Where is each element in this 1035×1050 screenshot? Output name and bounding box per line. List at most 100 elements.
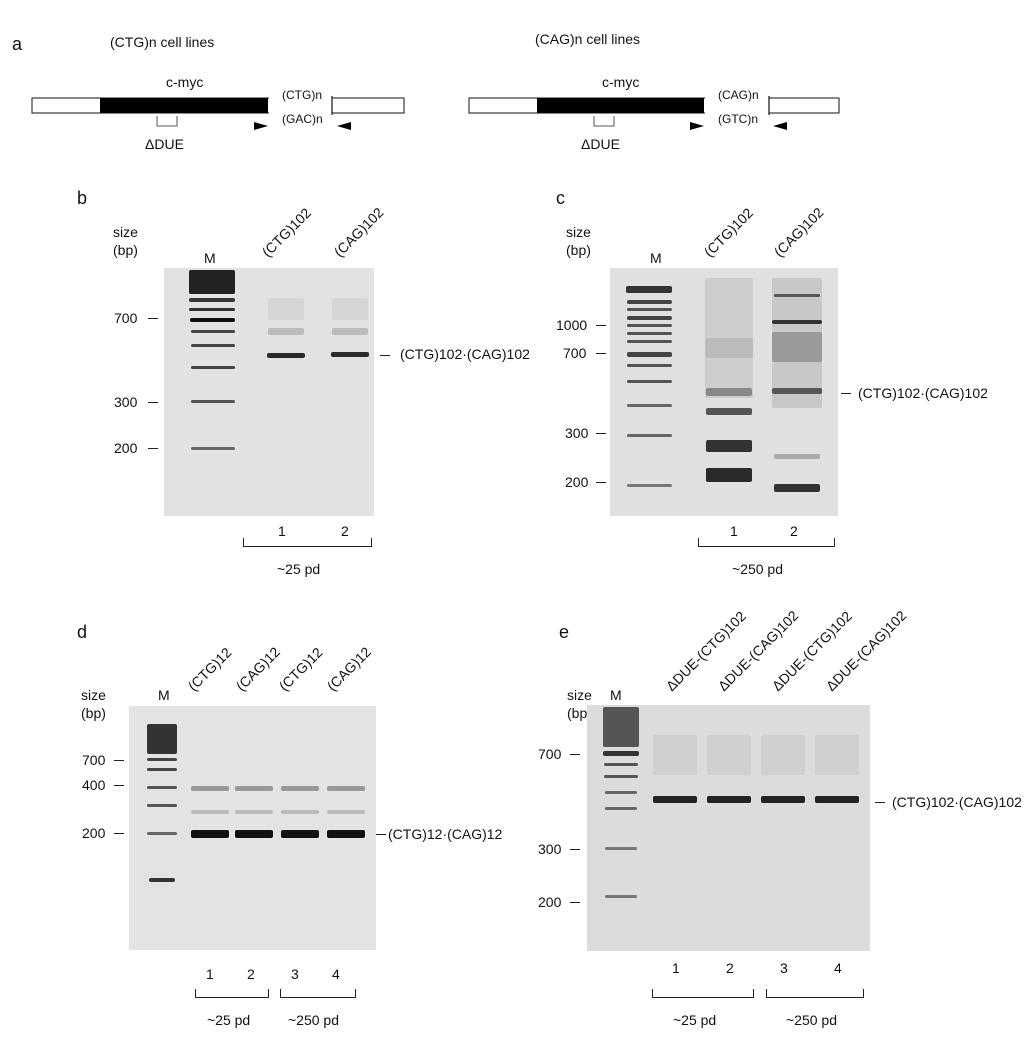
product-label: (CTG)102·(CAG)102 [892, 794, 1022, 810]
panel-b-letter: b [77, 188, 88, 208]
y-tick-label: 700 [82, 752, 106, 768]
bp-label: (bp) [566, 242, 591, 258]
panel-e-letter: e [559, 622, 570, 642]
lane-label: (CTG)12 [184, 644, 235, 694]
y-tick-mark [570, 902, 580, 903]
y-tick-mark [596, 353, 606, 354]
lane-number: 2 [341, 523, 349, 539]
y-tick-label: 200 [114, 440, 138, 456]
right-construct [468, 96, 840, 130]
lane-label: (CTG)102 [700, 204, 757, 260]
gel-image [129, 706, 376, 950]
group-bracket [280, 989, 356, 998]
product-tick [380, 355, 390, 356]
group-label: ~250 pd [786, 1012, 837, 1028]
forward-primer-arrow [254, 122, 268, 130]
y-tick-mark [148, 318, 158, 319]
group-label: ~25 pd [277, 561, 321, 577]
y-tick-label: 200 [82, 825, 106, 841]
group-bracket [698, 538, 835, 547]
marker-label: M [204, 250, 216, 266]
lane-label: (CAG)12 [232, 643, 284, 694]
product-tick [376, 834, 386, 835]
lane-label: (CTG)12 [275, 644, 326, 694]
group-label: ~25 pd [673, 1012, 717, 1028]
product-label: (CTG)102·(CAG)102 [400, 346, 530, 362]
lane-number: 4 [332, 966, 340, 982]
left-due-label: ΔDUE [145, 136, 184, 152]
lane-number: 2 [726, 960, 734, 976]
lane-number: 1 [730, 523, 738, 539]
lane-number: 2 [790, 523, 798, 539]
y-tick-mark [114, 760, 124, 761]
right-top-repeat: (CAG)n [718, 88, 759, 102]
lane-label: (CTG)102 [258, 204, 315, 260]
product-label: (CTG)12·(CAG)12 [388, 826, 503, 842]
left-gene-label: c-myc [166, 74, 204, 90]
reverse-primer-arrow [773, 122, 787, 130]
gel-image [587, 705, 870, 951]
y-tick-mark [114, 833, 124, 834]
bp-label: (bp) [81, 705, 106, 721]
panel-c-letter: c [556, 188, 565, 208]
y-tick-mark [596, 482, 606, 483]
group-label: ~250 pd [732, 561, 783, 577]
panel-d-letter: d [77, 622, 88, 642]
lane-number: 2 [247, 966, 255, 982]
group-label: ~25 pd [207, 1012, 251, 1028]
lane-number: 3 [291, 966, 299, 982]
y-tick-label: 400 [82, 777, 106, 793]
marker-label: M [650, 250, 662, 266]
panel-a-right-title: (CAG)n cell lines [535, 31, 641, 47]
left-bottom-repeat: (GAC)n [282, 112, 323, 126]
y-tick-label: 700 [538, 746, 562, 762]
y-tick-mark [570, 754, 580, 755]
y-tick-mark [148, 448, 158, 449]
group-label: ~250 pd [288, 1012, 339, 1028]
panel-a-left-title: (CTG)n cell lines [110, 34, 215, 50]
panel-a-letter: a [12, 34, 23, 54]
y-tick-mark [596, 433, 606, 434]
y-tick-mark [148, 402, 158, 403]
y-tick-label: 300 [538, 841, 562, 857]
right-bottom-repeat: (GTC)n [718, 112, 758, 126]
marker-label: M [158, 687, 170, 703]
y-tick-label: 300 [114, 394, 138, 410]
lane-number: 1 [672, 960, 680, 976]
y-tick-label: 200 [538, 894, 562, 910]
lane-number: 4 [834, 960, 842, 976]
lane-number: 3 [780, 960, 788, 976]
y-tick-label: 700 [114, 310, 138, 326]
right-gene-label: c-myc [602, 74, 640, 90]
size-label: size [81, 687, 106, 703]
size-label: size [566, 224, 591, 240]
product-tick [875, 802, 885, 803]
gel-image [164, 268, 374, 516]
lane-label: (CAG)102 [330, 204, 387, 260]
left-construct [31, 96, 405, 130]
product-label: (CTG)102·(CAG)102 [858, 385, 988, 401]
bp-label: (bp) [113, 242, 138, 258]
y-tick-label: 700 [563, 345, 587, 361]
group-bracket [243, 538, 372, 547]
forward-primer-arrow [690, 122, 704, 130]
reverse-primer-arrow [337, 122, 351, 130]
y-tick-mark [596, 325, 606, 326]
group-bracket [652, 989, 754, 998]
y-tick-mark [570, 849, 580, 850]
marker-label: M [610, 687, 622, 703]
left-top-repeat: (CTG)n [282, 88, 322, 102]
y-tick-mark [114, 785, 124, 786]
product-tick [841, 393, 851, 394]
lane-number: 1 [206, 966, 214, 982]
group-bracket [195, 989, 269, 998]
construct-diagram [31, 96, 840, 130]
y-tick-label: 300 [565, 425, 589, 441]
gel-image [610, 268, 838, 516]
lane-label: (CAG)12 [323, 643, 375, 694]
lane-number: 1 [278, 523, 286, 539]
group-bracket [766, 989, 864, 998]
size-label: size [567, 687, 592, 703]
right-due-label: ΔDUE [581, 136, 620, 152]
y-tick-label: 1000 [556, 317, 588, 333]
